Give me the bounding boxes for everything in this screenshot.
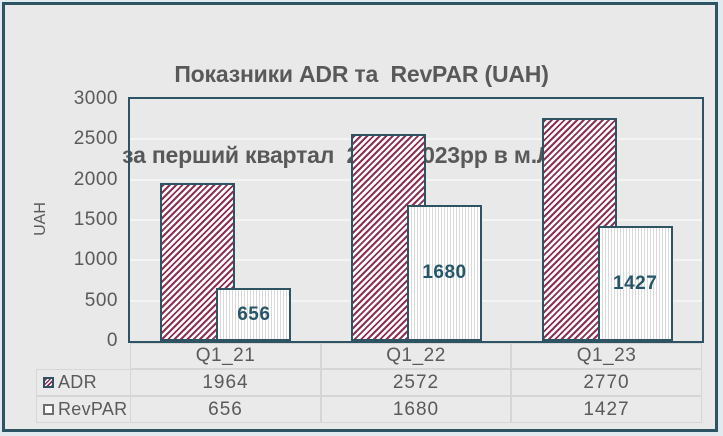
legend-item-adr: ADR [36, 369, 131, 396]
bar-data-label: 656 [237, 303, 271, 325]
legend-swatch-adr-icon [43, 377, 54, 388]
y-tick-label: 500 [84, 289, 118, 311]
bar-revpar-Q1_22: 1680 [407, 205, 482, 341]
table-value-revpar-q1_22: 1680 [321, 396, 511, 423]
y-tick-label: 2500 [73, 128, 118, 150]
y-tick-label: 2000 [73, 168, 118, 190]
x-category-label-q1_21: Q1_21 [130, 343, 321, 369]
bar-data-label: 1427 [613, 272, 658, 294]
table-value-adr-q1_23: 2770 [511, 369, 702, 396]
y-tick-label: 1000 [73, 249, 118, 271]
legend-label-revpar: RevPAR [58, 399, 128, 419]
legend-label-adr: ADR [58, 372, 97, 392]
legend-item-revpar: RevPAR [36, 396, 131, 423]
plot-area: 656 1680 1427 [128, 97, 704, 343]
table-value-adr-q1_22: 2572 [321, 369, 511, 396]
table-value-revpar-q1_21: 656 [130, 396, 321, 423]
y-tick-label: 1500 [73, 209, 118, 230]
bar-data-label: 1680 [422, 262, 467, 283]
chart-title-line1: Показники ADR та RevPAR (UAH) [174, 61, 549, 87]
legend-swatch-revpar-icon [43, 404, 54, 415]
bar-revpar-Q1_21: 656 [216, 288, 292, 341]
x-category-label-q1_22: Q1_22 [321, 343, 511, 369]
bar-revpar-Q1_23: 1427 [597, 226, 673, 341]
y-tick-label: 0 [106, 330, 118, 351]
table-value-revpar-q1_23: 1427 [511, 396, 702, 423]
table-value-adr-q1_21: 1964 [130, 369, 321, 396]
x-category-label-q1_23: Q1_23 [511, 343, 702, 369]
y-tick-label: 3000 [73, 88, 118, 109]
